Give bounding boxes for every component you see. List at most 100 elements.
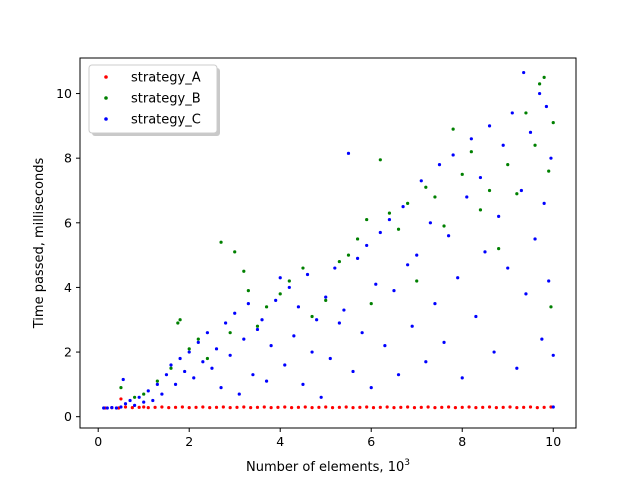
point-strategy_A-6: [137, 405, 141, 409]
point-strategy_C-98: [538, 91, 542, 96]
point-strategy_C-105: [551, 353, 555, 357]
point-strategy_C-88: [497, 214, 501, 218]
point-strategy_C-82: [469, 137, 473, 141]
point-strategy_C-0: [102, 406, 106, 410]
point-strategy_B-11: [228, 331, 232, 335]
y-tick-label-6: 6: [64, 215, 72, 230]
point-strategy_C-85: [483, 250, 487, 254]
point-strategy_B-43: [524, 111, 528, 115]
point-strategy_C-62: [378, 230, 382, 235]
point-strategy_C-75: [437, 163, 442, 167]
point-strategy_A-35: [330, 406, 335, 410]
point-strategy_C-17: [173, 382, 178, 386]
point-strategy_C-43: [292, 334, 296, 338]
point-strategy_C-33: [246, 301, 250, 306]
point-strategy_A-52: [446, 405, 451, 409]
point-strategy_A-13: [180, 405, 184, 409]
y-axis-label: Time passed, milliseconds: [32, 158, 47, 330]
point-strategy_C-78: [451, 153, 455, 157]
point-strategy_A-33: [317, 405, 321, 409]
point-strategy_A-17: [208, 406, 212, 410]
point-strategy_B-26: [369, 301, 373, 306]
point-strategy_B-17: [278, 292, 282, 296]
point-strategy_C-74: [433, 301, 437, 306]
point-strategy_A-19: [221, 405, 225, 409]
point-strategy_C-21: [192, 376, 196, 380]
point-strategy_C-69: [410, 324, 414, 328]
legend-label-strategy_A: strategy_A: [131, 71, 201, 86]
point-strategy_A-59: [494, 406, 498, 410]
point-strategy_B-4: [169, 366, 173, 370]
point-strategy_C-50: [324, 295, 328, 299]
point-strategy_C-44: [296, 305, 301, 309]
point-strategy_B-1: [133, 395, 137, 399]
point-strategy_C-83: [474, 314, 478, 319]
point-strategy_B-45: [538, 82, 542, 86]
legend-marker-strategy_C: [104, 117, 108, 121]
point-strategy_B-47: [547, 169, 551, 173]
point-strategy_C-84: [478, 175, 483, 180]
legend-entries: strategy_A strategy_B strategy_C: [104, 71, 201, 128]
point-strategy_C-8: [133, 403, 137, 407]
point-strategy_C-12: [151, 398, 155, 403]
point-strategy_C-11: [146, 389, 150, 393]
point-strategy_C-40: [278, 276, 282, 280]
point-strategy_C-96: [528, 130, 533, 134]
point-strategy_B-36: [460, 172, 464, 176]
point-strategy_C-95: [524, 292, 528, 296]
point-strategy_C-55: [346, 151, 351, 155]
point-strategy_A-14: [187, 406, 191, 410]
point-strategy_C-24: [205, 331, 210, 335]
point-strategy_A-65: [535, 406, 539, 410]
point-strategy_C-52: [333, 266, 337, 270]
point-strategy_A-56: [474, 406, 478, 410]
x-axis-label: Number of elements, 103: [246, 458, 410, 475]
point-strategy_C-5: [121, 377, 125, 382]
point-strategy_A-23: [249, 406, 253, 410]
point-strategy_B-27: [378, 158, 382, 162]
point-strategy_A-44: [392, 406, 396, 410]
point-strategy_A-29: [290, 406, 294, 410]
point-strategy_C-77: [446, 234, 451, 238]
legend: strategy_A strategy_B strategy_C: [88, 64, 220, 136]
point-strategy_C-64: [387, 217, 392, 222]
point-strategy_C-49: [319, 395, 323, 399]
point-strategy_B-2: [142, 392, 146, 396]
point-strategy_C-70: [415, 253, 419, 257]
point-strategy_B-8: [196, 337, 200, 341]
point-strategy_B-28: [387, 211, 392, 215]
point-strategy_A-24: [255, 405, 260, 409]
point-strategy_C-26: [214, 347, 219, 351]
point-strategy_B-29: [396, 227, 401, 231]
point-strategy_A-8: [146, 406, 150, 410]
point-strategy_C-61: [374, 282, 378, 286]
point-strategy_C-2: [110, 406, 114, 410]
point-strategy_C-9: [137, 395, 141, 399]
point-strategy_C-39: [274, 298, 278, 302]
point-strategy_A-26: [269, 406, 273, 410]
point-strategy_B-33: [433, 195, 437, 199]
point-strategy_B-34: [442, 224, 446, 228]
point-strategy_B-14: [246, 289, 250, 293]
point-strategy_A-37: [344, 405, 348, 409]
point-strategy_C-7: [128, 398, 132, 403]
point-strategy_C-20: [187, 350, 191, 354]
point-strategy_B-42: [515, 192, 519, 196]
point-strategy_C-94: [522, 70, 526, 75]
point-strategy_A-5: [130, 406, 134, 410]
point-strategy_B-0: [119, 386, 123, 390]
point-strategy_A-46: [406, 405, 410, 409]
point-strategy_C-76: [442, 340, 446, 344]
point-strategy_C-72: [424, 360, 428, 364]
point-strategy_B-3: [155, 379, 159, 383]
point-strategy_A-38: [351, 406, 355, 410]
point-strategy_C-25: [210, 366, 214, 370]
point-strategy_B-44: [533, 143, 537, 147]
point-strategy_A-12: [173, 405, 178, 409]
point-strategy_B-23: [346, 253, 351, 257]
point-strategy_A-21: [235, 405, 239, 409]
point-strategy_A-10: [160, 405, 164, 409]
point-strategy_C-31: [237, 392, 241, 396]
point-strategy_A-47: [412, 406, 417, 410]
